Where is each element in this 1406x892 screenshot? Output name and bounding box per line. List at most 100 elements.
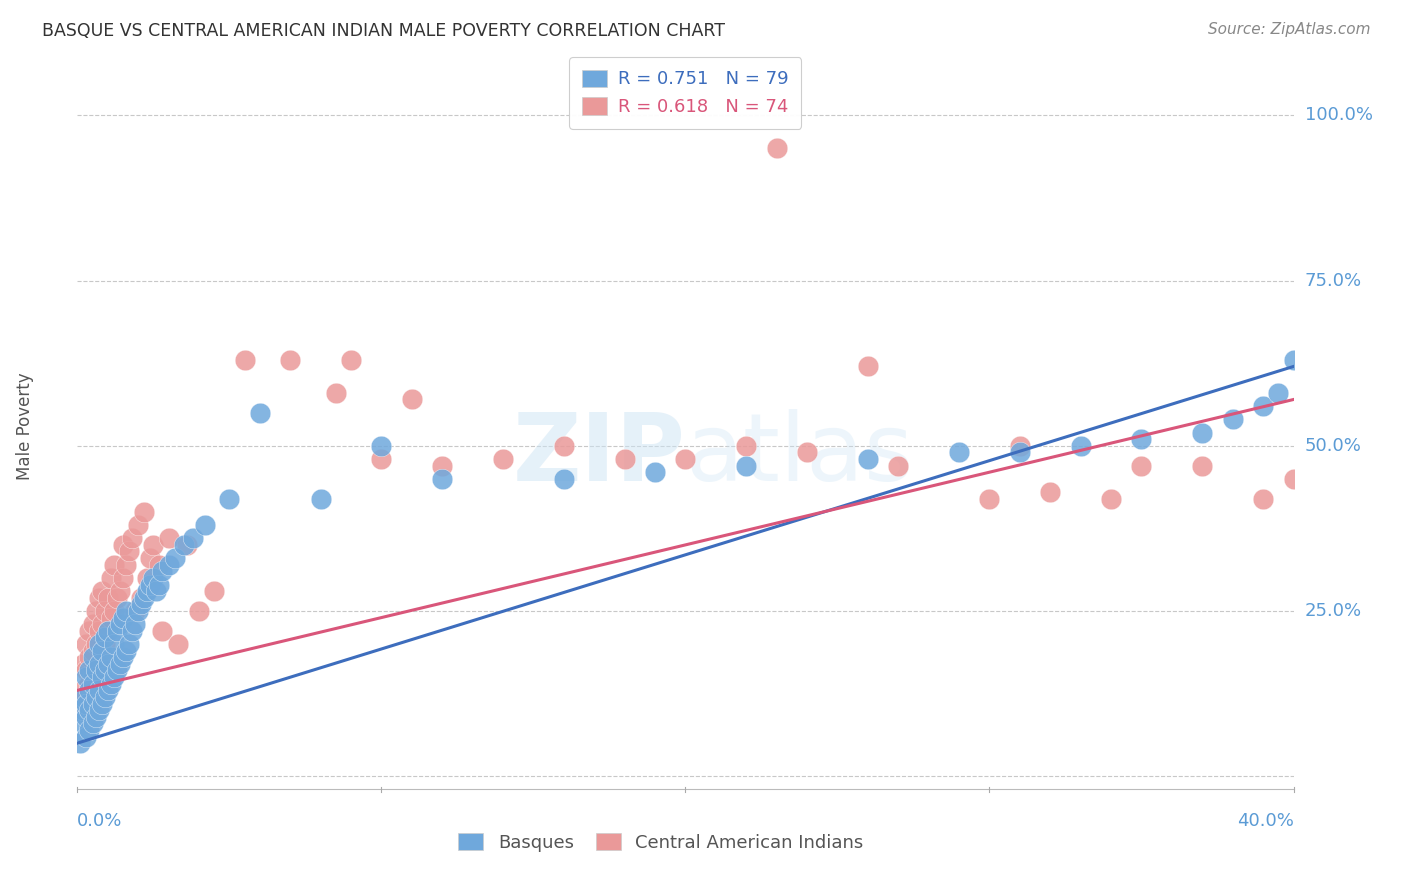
Point — [93, 690, 115, 704]
Point — [121, 531, 143, 545]
Text: BASQUE VS CENTRAL AMERICAN INDIAN MALE POVERTY CORRELATION CHART: BASQUE VS CENTRAL AMERICAN INDIAN MALE P… — [42, 22, 725, 40]
Point — [108, 617, 131, 632]
Point — [1251, 491, 1274, 506]
Point — [82, 643, 104, 657]
Point — [72, 716, 94, 731]
Point — [75, 710, 97, 724]
Point — [644, 465, 666, 479]
Text: ZIP: ZIP — [513, 409, 686, 501]
Point — [84, 664, 107, 678]
Point — [1282, 352, 1305, 367]
Point — [84, 690, 107, 704]
Point — [129, 591, 152, 605]
Text: Male Poverty: Male Poverty — [17, 372, 34, 480]
Point — [79, 683, 101, 698]
Text: 75.0%: 75.0% — [1305, 271, 1362, 290]
Point — [87, 657, 110, 671]
Point — [100, 610, 122, 624]
Point — [84, 604, 107, 618]
Point — [103, 670, 125, 684]
Point — [1130, 458, 1153, 473]
Point — [111, 538, 134, 552]
Point — [124, 617, 146, 632]
Point — [553, 472, 575, 486]
Legend: Basques, Central American Indians: Basques, Central American Indians — [449, 824, 873, 861]
Point — [97, 683, 120, 698]
Point — [79, 650, 101, 665]
Point — [166, 637, 188, 651]
Point — [75, 690, 97, 704]
Point — [72, 703, 94, 717]
Point — [82, 650, 104, 665]
Point — [1039, 485, 1062, 500]
Point — [735, 458, 758, 473]
Text: 50.0%: 50.0% — [1305, 437, 1361, 455]
Point — [79, 676, 101, 690]
Point — [430, 472, 453, 486]
Point — [765, 141, 787, 155]
Point — [309, 491, 332, 506]
Point — [325, 385, 347, 400]
Point — [82, 716, 104, 731]
Point — [87, 657, 110, 671]
Point — [796, 445, 818, 459]
Point — [124, 604, 146, 618]
Point — [79, 703, 101, 717]
Point — [675, 452, 697, 467]
Point — [121, 624, 143, 638]
Point — [136, 571, 159, 585]
Point — [111, 610, 134, 624]
Point — [370, 439, 392, 453]
Point — [370, 452, 392, 467]
Point — [148, 558, 170, 572]
Point — [979, 491, 1001, 506]
Point — [340, 352, 363, 367]
Point — [93, 664, 115, 678]
Point — [118, 544, 141, 558]
Text: Source: ZipAtlas.com: Source: ZipAtlas.com — [1208, 22, 1371, 37]
Point — [87, 703, 110, 717]
Point — [856, 359, 879, 374]
Point — [735, 439, 758, 453]
Point — [142, 571, 165, 585]
Text: atlas: atlas — [686, 409, 914, 501]
Point — [1191, 425, 1213, 440]
Point — [127, 518, 149, 533]
Point — [75, 637, 97, 651]
Point — [105, 624, 128, 638]
Point — [72, 690, 94, 704]
Point — [856, 452, 879, 467]
Point — [105, 591, 128, 605]
Point — [75, 664, 97, 678]
Point — [90, 584, 112, 599]
Point — [142, 538, 165, 552]
Point — [84, 710, 107, 724]
Point — [1008, 439, 1031, 453]
Point — [181, 531, 204, 545]
Point — [173, 538, 195, 552]
Point — [79, 723, 101, 737]
Point — [1099, 491, 1122, 506]
Point — [90, 643, 112, 657]
Point — [103, 604, 125, 618]
Point — [1008, 445, 1031, 459]
Point — [90, 650, 112, 665]
Point — [82, 676, 104, 690]
Point — [105, 664, 128, 678]
Point — [152, 565, 174, 579]
Point — [1267, 385, 1289, 400]
Point — [103, 637, 125, 651]
Point — [492, 452, 515, 467]
Point — [84, 637, 107, 651]
Point — [87, 591, 110, 605]
Point — [163, 551, 186, 566]
Point — [1282, 472, 1305, 486]
Point — [134, 591, 156, 605]
Legend: R = 0.751   N = 79, R = 0.618   N = 74: R = 0.751 N = 79, R = 0.618 N = 74 — [569, 57, 801, 128]
Point — [145, 584, 167, 599]
Point — [218, 491, 240, 506]
Point — [97, 657, 120, 671]
Text: 40.0%: 40.0% — [1237, 812, 1294, 830]
Point — [115, 643, 138, 657]
Point — [157, 531, 180, 545]
